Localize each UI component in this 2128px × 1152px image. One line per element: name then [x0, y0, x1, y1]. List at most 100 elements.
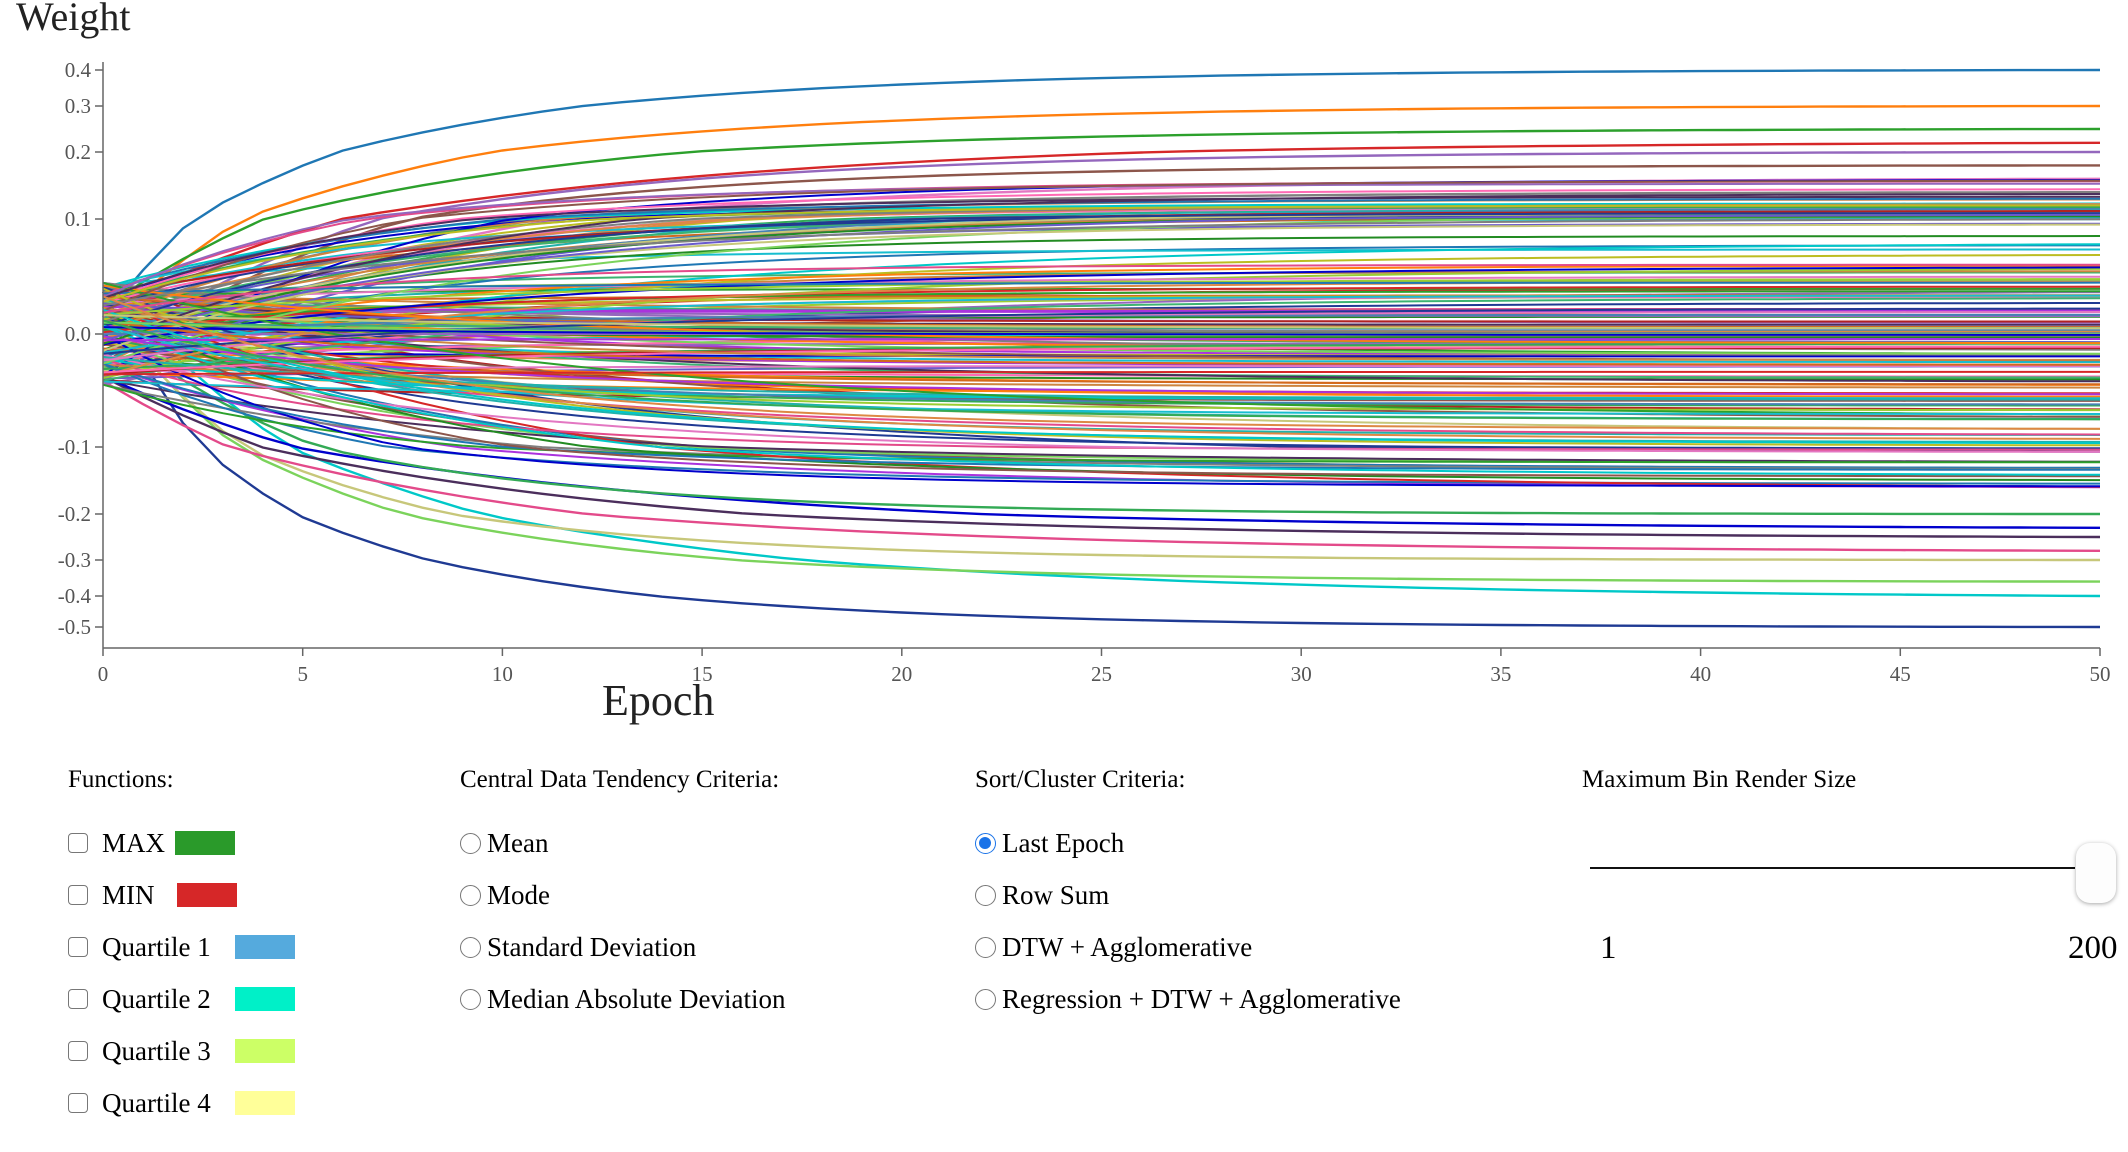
function-quartile-4-row[interactable]: Quartile 4	[68, 1077, 295, 1129]
series-line	[102, 235, 2101, 351]
series-line	[102, 266, 2101, 346]
sort-option-row-sum[interactable]: Row Sum	[975, 869, 1401, 921]
quartile-3-label: Quartile 3	[102, 1035, 211, 1066]
series-line	[102, 378, 2101, 463]
series-line	[102, 308, 2101, 445]
central-option-std-dev[interactable]: Standard Deviation	[460, 921, 785, 973]
x-tick-label: 40	[1690, 662, 1711, 686]
bin-size-title: Maximum Bin Render Size	[1582, 766, 1857, 793]
mean-radio[interactable]	[460, 832, 481, 854]
series-line	[102, 218, 2101, 307]
y-tick-label: 0.0	[65, 322, 91, 346]
y-tick-label: 0.3	[65, 94, 91, 118]
dtw-radio[interactable]	[975, 936, 996, 958]
series-line	[102, 179, 2100, 312]
sort-option-dtw[interactable]: DTW + Agglomerative	[975, 921, 1401, 973]
mad-radio[interactable]	[460, 988, 481, 1010]
series-line	[102, 312, 2100, 478]
last-epoch-radio[interactable]	[975, 832, 996, 854]
mad-label: Median Absolute Deviation	[487, 983, 786, 1014]
y-tick-label: 0.4	[65, 58, 92, 82]
series-line	[102, 333, 2100, 488]
x-tick-label: 20	[891, 662, 912, 686]
min-checkbox[interactable]	[68, 885, 88, 905]
series-line	[101, 291, 2101, 629]
quartile-4-color-swatch	[235, 1091, 295, 1115]
bin-size-slider-thumb[interactable]	[2076, 843, 2116, 903]
central-tendency-panel: Central Data Tendency Criteria: Mean Mod…	[460, 765, 785, 1025]
quartile-1-checkbox[interactable]	[68, 937, 88, 957]
series-line	[102, 213, 2100, 342]
series-line	[102, 195, 2100, 300]
std-dev-radio[interactable]	[460, 936, 481, 958]
series-line	[102, 324, 2100, 415]
series-line	[102, 104, 2101, 329]
regression-dtw-radio[interactable]	[975, 988, 996, 1010]
functions-title: Functions:	[68, 766, 174, 793]
series-line	[102, 150, 2101, 356]
function-quartile-3-row[interactable]: Quartile 3	[68, 1025, 295, 1077]
quartile-3-checkbox[interactable]	[68, 1041, 88, 1061]
quartile-2-checkbox[interactable]	[68, 989, 88, 1009]
central-tendency-title: Central Data Tendency Criteria:	[460, 766, 780, 793]
series-line	[102, 204, 2100, 303]
max-color-swatch	[175, 831, 235, 855]
series-line	[102, 365, 2100, 374]
function-min-row[interactable]: MIN	[68, 869, 295, 921]
series-line	[102, 325, 2101, 476]
series-line	[102, 188, 2101, 303]
sort-option-last-epoch[interactable]: Last Epoch	[975, 817, 1401, 869]
dtw-label: DTW + Agglomerative	[1002, 931, 1253, 962]
central-option-mean[interactable]: Mean	[460, 817, 785, 869]
central-option-mad[interactable]: Median Absolute Deviation	[460, 973, 785, 1025]
max-label: MAX	[102, 827, 166, 858]
series-line	[102, 383, 2101, 470]
regression-dtw-label: Regression + DTW + Agglomerative	[1002, 983, 1401, 1014]
y-tick-label: 0.1	[65, 207, 91, 231]
function-quartile-1-row[interactable]: Quartile 1	[68, 921, 295, 973]
quartile-4-checkbox[interactable]	[68, 1093, 88, 1113]
y-axis-title: Weight	[16, 0, 131, 39]
series-line	[102, 375, 2101, 539]
x-tick-label: 50	[2090, 662, 2111, 686]
y-tick-label: -0.2	[58, 502, 91, 526]
max-checkbox[interactable]	[68, 833, 88, 853]
bin-size-slider-track[interactable]	[1590, 867, 2075, 869]
series-line	[102, 285, 2101, 334]
row-sum-label: Row Sum	[1002, 879, 1110, 910]
series-line	[102, 263, 2100, 314]
series-line	[102, 319, 2101, 421]
series-line	[102, 314, 2100, 330]
series-line	[102, 353, 2100, 453]
sort-option-regression-dtw[interactable]: Regression + DTW + Agglomerative	[975, 973, 1401, 1025]
function-quartile-2-row[interactable]: Quartile 2	[68, 973, 295, 1025]
mode-label: Mode	[487, 879, 550, 910]
series-line	[102, 295, 2101, 430]
mode-radio[interactable]	[460, 884, 481, 906]
central-option-mode[interactable]: Mode	[460, 869, 785, 921]
function-max-row[interactable]: MAX	[68, 817, 295, 869]
bin-size-min-label: 1	[1600, 930, 1617, 966]
series-line	[102, 164, 2100, 366]
row-sum-radio[interactable]	[975, 884, 996, 906]
x-tick-label: 45	[1890, 662, 1911, 686]
min-color-swatch	[177, 883, 237, 907]
series-line	[102, 325, 2100, 406]
series-line	[102, 141, 2101, 310]
series-line	[102, 338, 2100, 342]
series-line	[102, 127, 2101, 309]
x-tick-label: 25	[1091, 662, 1112, 686]
series-line	[102, 335, 2100, 396]
series-line	[102, 370, 2100, 376]
quartile-1-color-swatch	[235, 935, 295, 959]
bin-size-panel: Maximum Bin Render Size	[1582, 765, 1856, 817]
series-line	[102, 322, 2100, 516]
quartile-4-label: Quartile 4	[102, 1087, 211, 1118]
series-line	[102, 271, 2100, 304]
series-lines	[101, 68, 2101, 629]
series-line	[102, 364, 2101, 389]
x-tick-label: 10	[492, 662, 513, 686]
series-line	[102, 306, 2100, 361]
functions-panel: Functions: MAX MIN Quartile 1 Quartile 2…	[68, 765, 295, 1129]
x-tick-label: 0	[98, 662, 109, 686]
